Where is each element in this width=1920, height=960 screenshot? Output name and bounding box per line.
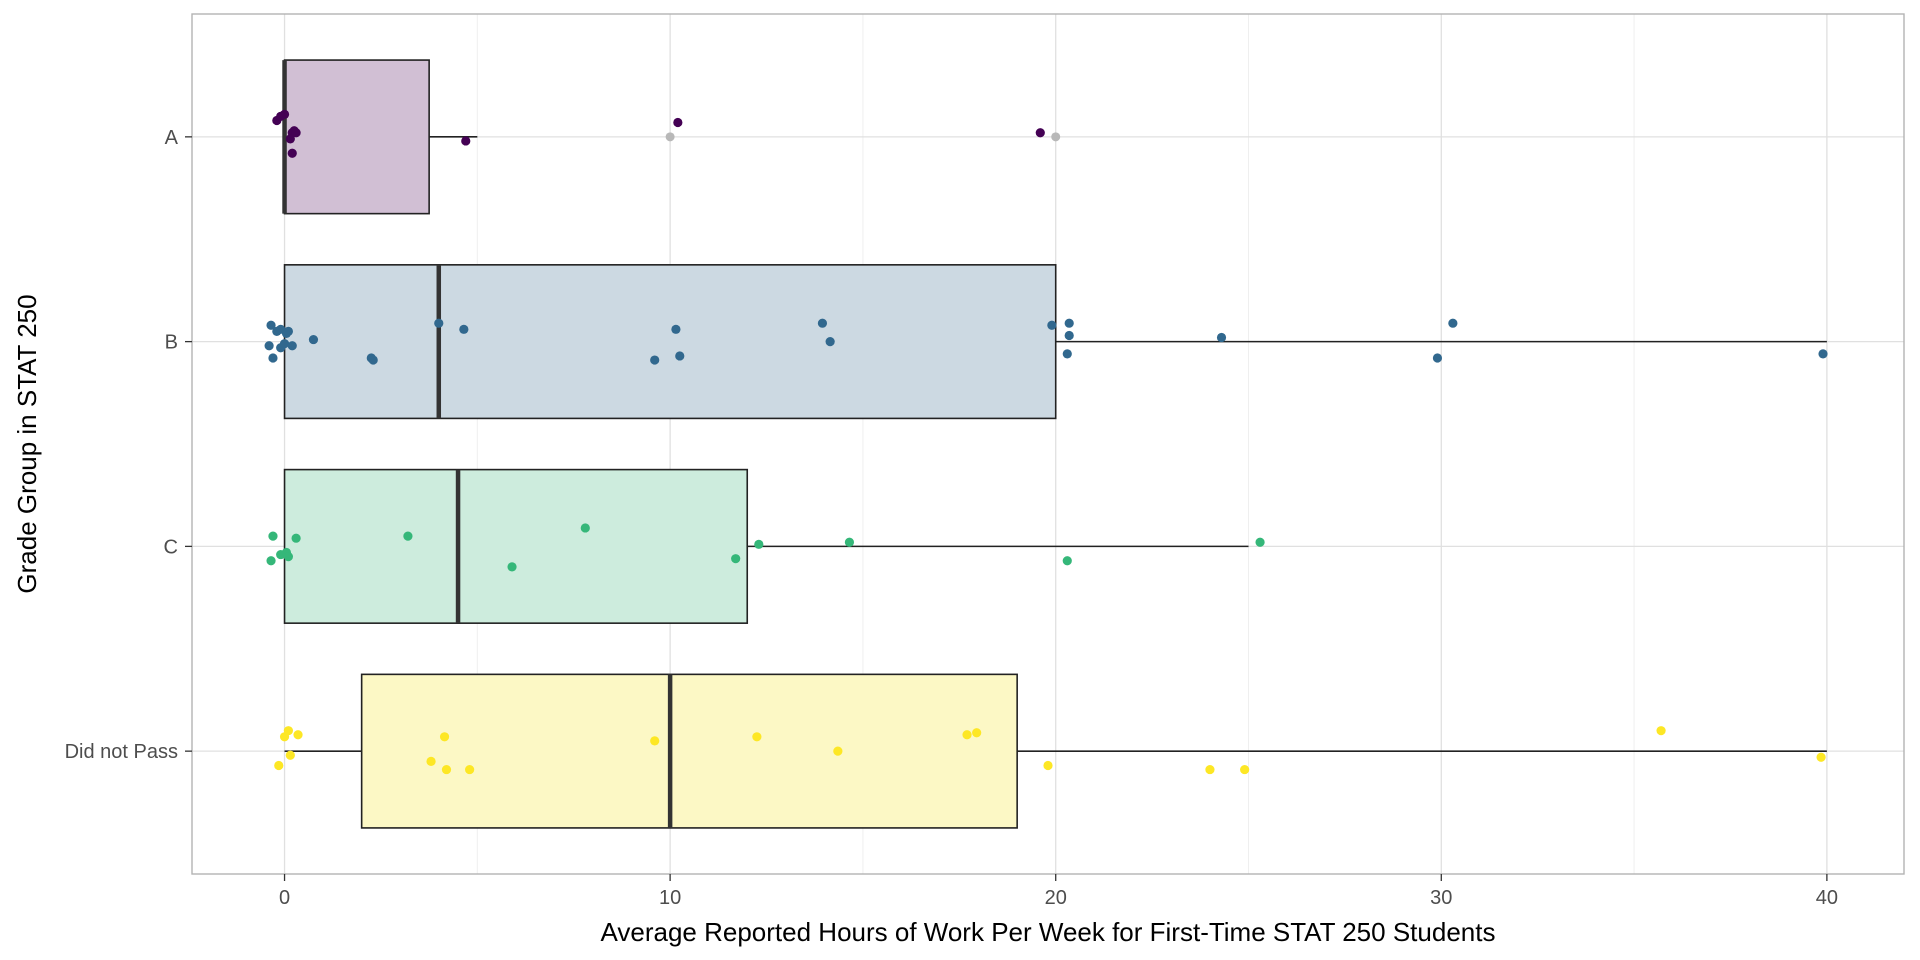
data-point bbox=[1656, 726, 1666, 736]
data-point bbox=[461, 136, 471, 146]
data-point bbox=[308, 334, 319, 345]
data-point bbox=[1255, 537, 1265, 547]
data-point bbox=[817, 318, 828, 328]
data-point bbox=[287, 341, 297, 351]
box-c bbox=[283, 468, 749, 624]
box-layer bbox=[282, 59, 1827, 829]
data-point bbox=[283, 326, 293, 336]
box-did-not-pass bbox=[360, 673, 1018, 829]
data-point bbox=[671, 324, 681, 334]
data-point bbox=[283, 726, 293, 736]
data-point bbox=[291, 128, 301, 138]
data-point bbox=[1816, 752, 1826, 762]
data-point bbox=[465, 764, 475, 775]
data-point bbox=[1205, 764, 1215, 775]
y-axis-title: Grade Group in STAT 250 bbox=[12, 294, 42, 593]
panel-border bbox=[191, 13, 1905, 875]
data-point bbox=[1047, 320, 1057, 330]
data-point bbox=[266, 320, 276, 330]
data-point bbox=[1064, 318, 1074, 328]
data-point bbox=[650, 736, 660, 746]
x-tick-label: 30 bbox=[1430, 887, 1452, 909]
data-point bbox=[285, 134, 295, 144]
data-point bbox=[1064, 330, 1074, 341]
data-point bbox=[268, 353, 278, 363]
data-point bbox=[962, 730, 972, 740]
data-point bbox=[264, 341, 274, 351]
outlier-point bbox=[1051, 132, 1061, 142]
data-point bbox=[287, 148, 297, 158]
data-point bbox=[1240, 764, 1250, 775]
y-tick-label: B bbox=[165, 332, 178, 354]
data-point bbox=[1062, 556, 1072, 566]
data-point bbox=[293, 730, 303, 740]
data-point bbox=[1818, 349, 1828, 359]
x-axis-title: Average Reported Hours of Work Per Week … bbox=[601, 917, 1496, 947]
data-point bbox=[673, 117, 683, 128]
data-point bbox=[752, 732, 762, 742]
jitter-points bbox=[264, 109, 1828, 775]
data-point bbox=[268, 531, 278, 541]
data-point bbox=[825, 337, 835, 347]
data-point bbox=[426, 756, 436, 766]
data-point bbox=[754, 539, 764, 549]
data-point bbox=[283, 552, 293, 562]
data-point bbox=[972, 728, 982, 738]
data-point bbox=[434, 318, 444, 328]
data-point bbox=[1035, 128, 1045, 138]
y-tick-label: A bbox=[165, 127, 179, 149]
data-point bbox=[274, 760, 284, 771]
data-point bbox=[276, 111, 286, 121]
y-tick-label: C bbox=[164, 536, 178, 558]
data-point bbox=[650, 355, 660, 365]
data-point bbox=[1432, 353, 1443, 363]
data-point bbox=[403, 531, 413, 541]
data-point bbox=[507, 562, 517, 572]
data-point bbox=[368, 355, 378, 365]
data-point bbox=[266, 556, 276, 566]
data-point bbox=[731, 554, 741, 564]
data-point bbox=[285, 750, 295, 760]
data-point bbox=[1062, 349, 1072, 359]
data-point bbox=[279, 339, 290, 349]
outlier-point bbox=[665, 132, 675, 142]
data-point bbox=[291, 533, 301, 543]
data-point bbox=[833, 746, 843, 756]
x-tick-label: 0 bbox=[279, 887, 290, 909]
x-tick-label: 40 bbox=[1816, 887, 1838, 909]
data-point bbox=[675, 351, 685, 361]
data-point bbox=[580, 523, 590, 533]
y-tick-label: Did not Pass bbox=[65, 741, 178, 763]
data-point bbox=[1043, 760, 1053, 771]
data-point bbox=[1216, 332, 1227, 343]
data-point bbox=[1448, 318, 1458, 328]
data-point bbox=[844, 537, 855, 547]
data-point bbox=[439, 732, 450, 742]
data-point bbox=[459, 324, 469, 334]
axes: 0 10 20 30 40 A B C Did not Pass bbox=[65, 127, 1838, 909]
box-b bbox=[283, 264, 1057, 420]
data-point bbox=[441, 764, 452, 775]
box-a bbox=[283, 59, 430, 215]
x-tick-label: 10 bbox=[659, 887, 681, 909]
x-tick-label: 20 bbox=[1045, 887, 1067, 909]
